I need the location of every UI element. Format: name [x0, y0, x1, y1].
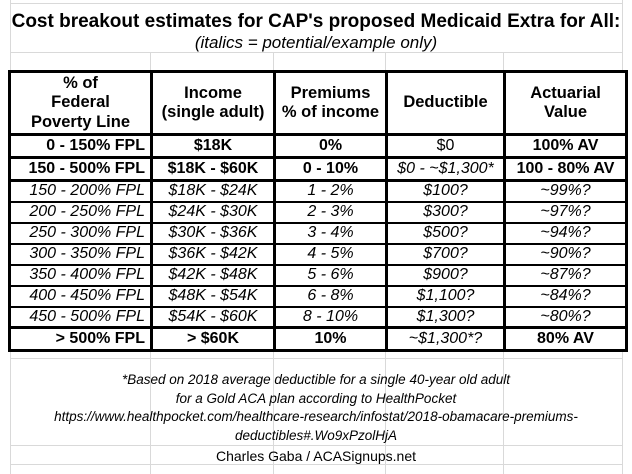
table-cell: ~$1,300*?	[385, 326, 506, 352]
col-header-premiums: Premiums % of income	[273, 70, 388, 136]
table-cell: $42K - $48K	[150, 263, 276, 287]
table-cell: 80% AV	[503, 326, 628, 352]
table-cell: 400 - 450% FPL	[8, 284, 153, 308]
gridline	[622, 350, 623, 474]
gridline	[10, 3, 622, 4]
table-cell: ~84%?	[503, 284, 628, 308]
table-cell: 250 - 300% FPL	[8, 221, 153, 245]
credit-line: Charles Gaba / ACASignups.net	[215, 448, 416, 464]
table-row: 0 - 150% FPL $18K 0% $0 100% AV	[8, 133, 628, 159]
gridline	[503, 350, 504, 474]
table-cell: $100?	[385, 179, 506, 203]
gridline	[10, 358, 622, 359]
gridline	[503, 52, 504, 70]
table-cell: ~99%?	[503, 179, 628, 203]
table-cell: $900?	[385, 263, 506, 287]
gridline	[622, 0, 623, 70]
table-header-row: % of Federal Poverty Line Income (single…	[8, 70, 628, 136]
table-row: > 500% FPL > $60K 10% ~$1,300*? 80% AV	[8, 326, 628, 352]
footnote-line: *Based on 2018 average deductible for a …	[121, 372, 511, 387]
table-cell: ~87%?	[503, 263, 628, 287]
table-cell: 5 - 6%	[273, 263, 388, 287]
table-cell: $48K - $54K	[150, 284, 276, 308]
table-cell: ~80%?	[503, 305, 628, 329]
gridline	[10, 52, 622, 53]
footnote-line: for a Gold ACA plan according to HealthP…	[175, 390, 457, 406]
table-cell: ~97%?	[503, 200, 628, 224]
table-cell: 450 - 500% FPL	[8, 305, 153, 329]
gridline	[385, 350, 386, 474]
title-block: Cost breakout estimates for CAP's propos…	[0, 11, 632, 53]
table-cell: $18K	[150, 133, 276, 159]
col-header-fpl: % of Federal Poverty Line	[8, 70, 153, 136]
col-header-deductible: Deductible	[385, 70, 506, 136]
table-cell: $18K - $60K	[150, 156, 276, 182]
table-cell: $30K - $36K	[150, 221, 276, 245]
gridline	[10, 464, 622, 465]
footnote: *Based on 2018 average deductible for a …	[0, 371, 632, 445]
footnote-line: deductibles#.Wo9xPzolHjA	[234, 427, 398, 443]
gridline	[273, 350, 274, 474]
table-cell: 0%	[273, 133, 388, 159]
table-cell: 100% AV	[503, 133, 628, 159]
table-cell: 300 - 350% FPL	[8, 242, 153, 266]
table-row: 150 - 500% FPL $18K - $60K 0 - 10% $0 - ~$1…	[8, 156, 628, 182]
table-cell: 0 - 10%	[273, 156, 388, 182]
table-row: 200 - 250% FPL $24K - $30K 2 - 3% $300? ~97%…	[8, 200, 628, 224]
table-cell: 6 - 8%	[273, 284, 388, 308]
table-cell: $1,100?	[385, 284, 506, 308]
table-cell: $54K - $60K	[150, 305, 276, 329]
table-row: 150 - 200% FPL $18K - $24K 1 - 2% $100? ~99%…	[8, 179, 628, 203]
col-header-income: Income (single adult)	[150, 70, 276, 136]
table-cell: 100 - 80% AV	[503, 156, 628, 182]
table-cell: 1 - 2%	[273, 179, 388, 203]
gridline	[10, 350, 11, 474]
table-row: 350 - 400% FPL $42K - $48K 5 - 6% $900? ~87%…	[8, 263, 628, 287]
gridline	[150, 350, 151, 474]
gridline	[10, 0, 11, 70]
table-cell: 0 - 150% FPL	[8, 133, 153, 159]
table-row: 250 - 300% FPL $30K - $36K 3 - 4% $500? ~94%…	[8, 221, 628, 245]
table-cell: 2 - 3%	[273, 200, 388, 224]
table-cell: $300?	[385, 200, 506, 224]
gridline	[10, 445, 622, 446]
gridline	[385, 52, 386, 70]
table-row: 300 - 350% FPL $36K - $42K 4 - 5% $700? ~90%…	[8, 242, 628, 266]
table-cell: $0	[385, 133, 506, 159]
gridline	[150, 52, 151, 70]
table-row: 400 - 450% FPL $48K - $54K 6 - 8% $1,100? ~8…	[8, 284, 628, 308]
table-cell: $500?	[385, 221, 506, 245]
table-cell: 4 - 5%	[273, 242, 388, 266]
table-cell: ~90%?	[503, 242, 628, 266]
gridline	[273, 52, 274, 70]
chart-subtitle: (italics = potential/example only)	[194, 33, 438, 52]
table-cell: $1,300?	[385, 305, 506, 329]
table-cell: 8 - 10%	[273, 305, 388, 329]
table-cell: $0 - ~$1,300*	[385, 156, 506, 182]
table-row: 450 - 500% FPL $54K - $60K 8 - 10% $1,300? ~…	[8, 305, 628, 329]
table-cell: $18K - $24K	[150, 179, 276, 203]
table-cell: > 500% FPL	[8, 326, 153, 352]
table-cell: 200 - 250% FPL	[8, 200, 153, 224]
table-cell: 3 - 4%	[273, 221, 388, 245]
table-cell: $36K - $42K	[150, 242, 276, 266]
table-body: 0 - 150% FPL $18K 0% $0 100% AV 150 - 500% FP…	[8, 133, 628, 352]
table-cell: 10%	[273, 326, 388, 352]
table-cell: $700?	[385, 242, 506, 266]
table-cell: $24K - $30K	[150, 200, 276, 224]
table-cell: > $60K	[150, 326, 276, 352]
col-header-actuarial-value: Actuarial Value	[503, 70, 628, 136]
table-cell: 150 - 500% FPL	[8, 156, 153, 182]
table-cell: ~94%?	[503, 221, 628, 245]
table-cell: 150 - 200% FPL	[8, 179, 153, 203]
chart-title: Cost breakout estimates for CAP's propos…	[11, 11, 621, 32]
cost-table: % of Federal Poverty Line Income (single…	[8, 70, 628, 352]
footnote-line: https://www.healthpocket.com/healthcare-…	[54, 409, 578, 424]
table-cell: 350 - 400% FPL	[8, 263, 153, 287]
